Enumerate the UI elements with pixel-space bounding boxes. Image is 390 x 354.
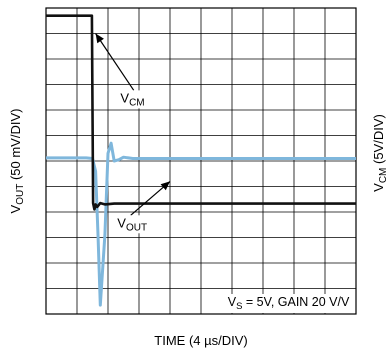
x-axis-label: TIME (4 µs/DIV) (154, 333, 247, 348)
test-condition-label: VS = 5V, GAIN 20 V/V (228, 295, 350, 312)
annotation-label-vcm: VCM (120, 90, 144, 108)
annotation-arrowhead-vcm (95, 33, 104, 44)
plot-frame (45, 7, 357, 315)
annotation-arrowhead-vout (160, 181, 170, 191)
y-axis-label-left: VOUT (50 mV/DIV) (8, 109, 26, 214)
annotation-label-vout: VOUT (117, 215, 147, 233)
annotation-arrow-vcm (95, 33, 135, 91)
series-line-vcm (46, 14, 356, 211)
annotation-vout: VOUT (115, 180, 171, 234)
annotation-vcm: VCM (95, 33, 147, 109)
y-axis-label-right: VCM (5V/DIV) (371, 114, 389, 192)
